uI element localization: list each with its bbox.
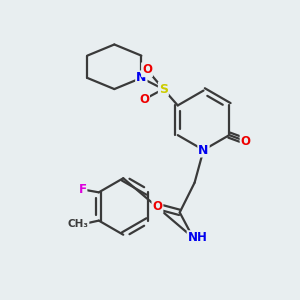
Text: N: N — [198, 143, 209, 157]
Text: NH: NH — [188, 231, 208, 244]
Text: O: O — [241, 135, 250, 148]
Text: CH₃: CH₃ — [68, 219, 88, 229]
Text: O: O — [139, 93, 149, 106]
Text: F: F — [78, 183, 86, 196]
Text: O: O — [152, 200, 162, 213]
Text: N: N — [136, 71, 146, 84]
Text: S: S — [159, 82, 168, 96]
Text: O: O — [142, 63, 152, 76]
